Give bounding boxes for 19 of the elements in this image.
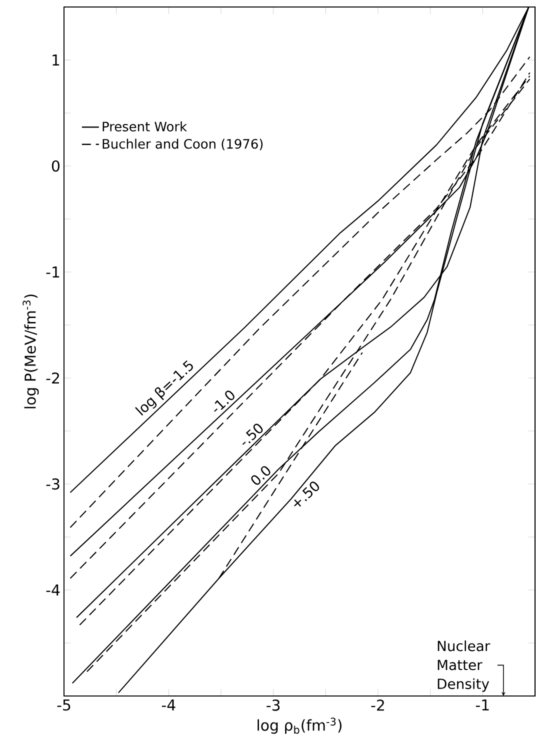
annotation: -1.0 [214, 390, 234, 412]
annotation: 0.0 [251, 466, 270, 485]
annotation: Nuclear Matter Density [438, 640, 490, 692]
y-tick-label: 0 [52, 160, 60, 172]
x-tick-label: -2 [371, 700, 384, 711]
y-axis-title: log P(MeV/fm$^{-3}$) [22, 294, 39, 408]
y-tick-label: -3 [46, 478, 60, 490]
legend-label: Buchler and Coon (1976) [102, 138, 263, 150]
x-axis-title: log ρ$_{b}$(fm$^{-3}$) [258, 718, 342, 734]
y-tick-label: -4 [46, 584, 60, 596]
legend-label: Present Work [102, 121, 187, 132]
y-tick-label: -2 [46, 372, 59, 384]
x-tick-label: -5 [57, 700, 70, 711]
y-tick-label: -1 [46, 266, 60, 278]
x-tick-label: -1 [476, 700, 489, 710]
annotation: -.50 [242, 424, 263, 445]
x-tick-label: -3 [266, 700, 280, 711]
x-tick-label: -4 [162, 700, 176, 710]
y-tick-label: 1 [52, 54, 60, 66]
